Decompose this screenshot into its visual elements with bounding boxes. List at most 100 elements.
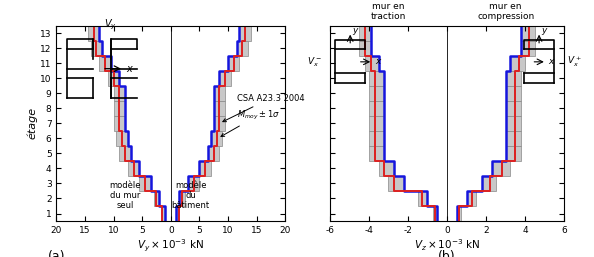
Bar [369, 116, 375, 131]
Bar [88, 26, 94, 41]
Bar [105, 56, 110, 71]
Bar [119, 146, 125, 161]
Bar [394, 176, 404, 191]
Bar [96, 41, 102, 56]
Bar [505, 86, 516, 101]
Bar [219, 71, 225, 86]
Bar [216, 131, 222, 146]
Bar [113, 71, 119, 86]
Bar [433, 206, 435, 221]
Text: CSA A23.3 2004: CSA A23.3 2004 [223, 94, 304, 122]
Bar [529, 26, 535, 41]
Bar [125, 146, 131, 161]
Bar [502, 161, 510, 176]
Bar [369, 86, 375, 101]
Bar [182, 191, 185, 206]
Bar [516, 146, 522, 161]
Bar [459, 206, 461, 221]
Bar [219, 86, 225, 101]
Bar [375, 71, 384, 86]
Bar [156, 191, 159, 206]
Bar [457, 206, 459, 221]
Bar [516, 131, 522, 146]
Bar [236, 41, 242, 56]
Bar [375, 101, 384, 116]
Bar [435, 206, 437, 221]
Bar [99, 56, 105, 71]
Bar [359, 41, 365, 56]
Bar [113, 101, 119, 116]
Text: $M_{moy}\pm1\sigma$: $M_{moy}\pm1\sigma$ [221, 109, 280, 136]
Bar [225, 71, 231, 86]
Bar [466, 191, 472, 206]
Bar [369, 131, 375, 146]
Bar [200, 161, 205, 176]
Bar [482, 176, 490, 191]
Bar [91, 41, 96, 56]
Bar [176, 206, 179, 221]
Bar [359, 26, 365, 41]
Bar [233, 56, 239, 71]
Bar [505, 71, 516, 86]
Bar [516, 71, 522, 86]
Bar [239, 26, 245, 41]
Bar [371, 56, 378, 71]
Bar [245, 26, 251, 41]
Bar [228, 56, 233, 71]
Bar [108, 71, 113, 86]
Bar [375, 131, 384, 146]
Bar [208, 146, 214, 161]
Bar [154, 191, 156, 206]
Bar [214, 86, 219, 101]
Text: modèle
du
bâtiment: modèle du bâtiment [172, 181, 210, 210]
Bar [140, 176, 145, 191]
Bar [522, 26, 529, 41]
Bar [145, 176, 151, 191]
Bar [113, 86, 119, 101]
Bar [418, 191, 422, 206]
Bar [519, 56, 525, 71]
Bar [505, 101, 516, 116]
Bar [214, 146, 219, 161]
Bar [388, 176, 394, 191]
Bar [375, 86, 384, 101]
X-axis label: $V_z\times10^{-3}$ kN: $V_z\times10^{-3}$ kN [414, 238, 480, 253]
Bar [128, 161, 134, 176]
Bar [510, 56, 519, 71]
Bar [516, 101, 522, 116]
Text: mur en
traction: mur en traction [371, 2, 406, 21]
Text: (a): (a) [48, 250, 65, 257]
Y-axis label: étage: étage [27, 107, 37, 139]
Bar [472, 191, 476, 206]
Text: (b): (b) [438, 250, 456, 257]
Bar [122, 131, 128, 146]
Bar [505, 116, 516, 131]
Bar [505, 131, 516, 146]
Bar [365, 41, 371, 56]
Bar [116, 131, 122, 146]
Bar [119, 116, 125, 131]
Bar [179, 191, 182, 206]
Bar [516, 116, 522, 131]
Bar [384, 161, 394, 176]
Bar [492, 161, 502, 176]
Bar [516, 86, 522, 101]
Bar [375, 116, 384, 131]
Bar [369, 146, 375, 161]
Bar [119, 86, 125, 101]
Bar [162, 206, 165, 221]
Bar [205, 161, 211, 176]
Bar [113, 116, 119, 131]
Bar [490, 176, 496, 191]
Bar [194, 176, 200, 191]
Bar [522, 41, 529, 56]
Bar [134, 161, 140, 176]
Bar [529, 41, 535, 56]
Bar [375, 146, 384, 161]
Bar [378, 161, 384, 176]
Text: modèle
du mur
seul: modèle du mur seul [109, 181, 141, 210]
X-axis label: $V_y\times10^{-3}$ kN: $V_y\times10^{-3}$ kN [137, 238, 204, 254]
Bar [365, 26, 371, 41]
Bar [365, 56, 371, 71]
Bar [214, 101, 219, 116]
